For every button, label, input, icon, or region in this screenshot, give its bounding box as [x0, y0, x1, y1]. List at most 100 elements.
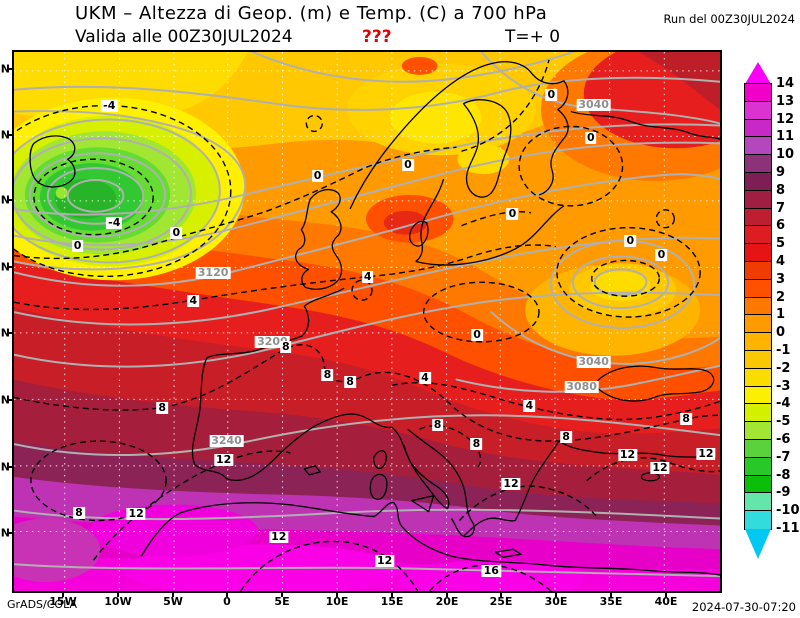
colorbar-tick-label: 11 — [776, 129, 795, 145]
lon-tick-mark — [117, 591, 119, 597]
warning-text: ??? — [362, 27, 392, 47]
colorbar-tick-label: -2 — [776, 360, 791, 376]
lat-tick-mark — [7, 332, 12, 334]
colorbar-box — [744, 100, 772, 121]
lon-tick-label: 35E — [599, 595, 623, 608]
lat-tick-mark — [7, 68, 12, 70]
colorbar-tick-label: 14 — [776, 76, 795, 91]
lon-tick-label: 30E — [544, 595, 568, 608]
lat-tick-label: N — [0, 526, 10, 540]
lat-tick-mark — [7, 266, 12, 268]
lat-tick-mark — [7, 532, 12, 534]
lon-tick-mark — [226, 591, 228, 597]
colorbar-tick-label: 13 — [776, 93, 795, 109]
colorbar-box — [744, 367, 772, 388]
colorbar-tick-label: -11 — [776, 521, 800, 536]
colorbar-box — [744, 261, 772, 281]
forecast-step-label: T=+ 0 — [505, 27, 561, 47]
colorbar-box — [744, 172, 772, 192]
colorbar-tick-label: -8 — [776, 467, 791, 483]
colorbar-box — [744, 314, 772, 335]
colorbar-box — [744, 421, 772, 441]
colorbar-arrow-up — [745, 62, 771, 84]
colorbar-tick-label: 5 — [776, 236, 786, 252]
colorbar-box — [744, 332, 772, 352]
lat-tick-label: N — [0, 326, 10, 340]
lon-tick-label: 0 — [223, 595, 231, 608]
lon-tick-label: 25E — [489, 595, 513, 608]
lon-tick-label: 10W — [104, 595, 132, 608]
lon-tick-mark — [665, 591, 667, 597]
colorbar-box — [744, 296, 772, 317]
map-panel: 3040 3120 3200 3240 3040 3080 -4 -4 0 0 0 0 0 0 0 0 0 0 4 4… — [12, 50, 722, 593]
lon-tick-mark — [172, 591, 174, 597]
colorbar-tick-label: 4 — [776, 254, 786, 269]
colorbar-box — [744, 243, 772, 263]
colorbar-tick-label: 6 — [776, 218, 786, 234]
colorbar-box — [744, 118, 772, 139]
colorbar-tick-label: -6 — [776, 432, 791, 447]
valid-time-label: Valida alle 00Z30JUL2024 — [75, 27, 293, 47]
colorbar-tick-label: -10 — [776, 503, 800, 519]
lon-tick-label: 20E — [435, 595, 459, 608]
lat-tick-label: N — [0, 393, 10, 407]
colorbar-tick-label: 3 — [776, 271, 786, 287]
run-label: Run del 00Z30JUL2024 — [663, 12, 795, 26]
colorbar-box — [744, 385, 772, 406]
colorbar-tick-label: -3 — [776, 378, 791, 394]
contour-map-graphic — [14, 52, 720, 591]
colorbar-tick-label: -9 — [776, 485, 791, 501]
colorbar-box — [744, 350, 772, 370]
colorbar-tick-label: 9 — [776, 165, 786, 180]
lon-tick-mark — [500, 591, 502, 597]
lon-tick-mark — [610, 591, 612, 597]
lat-tick-mark — [7, 199, 12, 201]
lat-tick-mark — [7, 399, 12, 401]
lon-tick-label: 5E — [274, 595, 290, 608]
lon-tick-mark — [446, 591, 448, 597]
colorbar-tick-label: 0 — [776, 325, 786, 341]
colorbar-box — [744, 439, 772, 459]
lon-tick-label: 10E — [325, 595, 349, 608]
lon-tick-label: 5W — [163, 595, 183, 608]
lat-tick-label: N — [0, 193, 10, 207]
colorbar-box — [744, 83, 772, 103]
colorbar-tick-label: -7 — [776, 449, 791, 465]
colorbar-tick-label: 1 — [776, 307, 786, 323]
lon-tick-label: 15W — [49, 595, 77, 608]
creation-timestamp: 2024-07-30-07:20 — [691, 600, 796, 614]
temperature-colorbar: 14 13 12 11 10 9 8 7 6 5 4 3 2 1 0 -1 -2 -3 -4 -5 -6 -7 -8 -9 -1… — [743, 62, 800, 572]
lon-tick-mark — [555, 591, 557, 597]
colorbar-box — [744, 474, 772, 495]
lon-tick-label: 40E — [654, 595, 678, 608]
colorbar-box — [744, 403, 772, 424]
colorbar-box — [744, 225, 772, 246]
colorbar-box — [744, 154, 772, 174]
colorbar-tick-label: 10 — [776, 147, 795, 163]
lon-tick-mark — [391, 591, 393, 597]
colorbar-tick-label: -5 — [776, 414, 791, 430]
lat-tick-label: N — [0, 62, 10, 76]
colorbar-tick-label: 7 — [776, 200, 786, 216]
colorbar-tick-label: -4 — [776, 396, 791, 412]
lon-tick-mark — [336, 591, 338, 597]
colorbar-box — [744, 189, 772, 210]
grads-credit: GrADS/COLA — [7, 598, 77, 611]
colorbar-box — [744, 278, 772, 299]
page-title: UKM – Altezza di Geop. (m) e Temp. (C) a… — [75, 3, 548, 24]
lat-tick-mark — [7, 466, 12, 468]
lon-tick-mark — [281, 591, 283, 597]
colorbar-tick-label: -1 — [776, 343, 791, 358]
colorbar-tick-label: 12 — [776, 111, 795, 127]
colorbar-box — [744, 136, 772, 157]
lat-tick-mark — [7, 134, 12, 136]
colorbar-tick-label: 8 — [776, 182, 786, 198]
lat-tick-label: N — [0, 128, 10, 142]
colorbar-box — [744, 207, 772, 228]
lon-tick-label: 15E — [380, 595, 404, 608]
colorbar-tick-label: 2 — [776, 289, 786, 305]
colorbar-box — [744, 510, 772, 530]
lon-tick-mark — [62, 591, 64, 597]
colorbar-box — [744, 456, 772, 477]
